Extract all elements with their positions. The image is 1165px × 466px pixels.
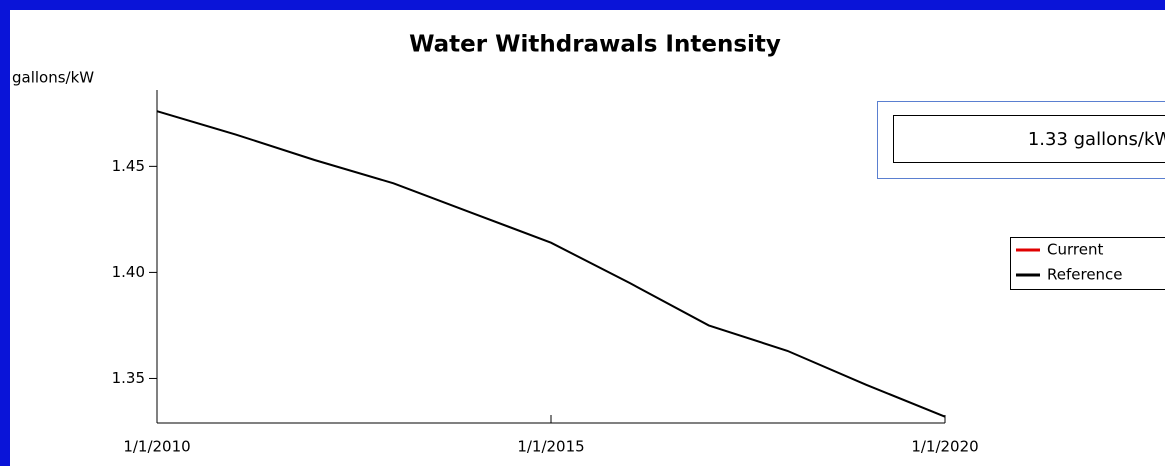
- x-tick-label: 1/1/2015: [517, 438, 584, 456]
- legend-box: [1010, 237, 1165, 290]
- y-axis-label: gallons/kW: [12, 69, 94, 87]
- legend-label: Reference: [1047, 266, 1123, 284]
- y-tick-label: 1.35: [112, 369, 145, 387]
- value-panel: [877, 101, 1165, 179]
- series-line: [156, 110, 946, 418]
- x-tick-label: 1/1/2020: [911, 438, 978, 456]
- panel: [10, 10, 1165, 466]
- x-tick-label: 1/1/2010: [123, 438, 190, 456]
- chart-title: Water Withdrawals Intensity: [409, 32, 781, 58]
- value-box: [893, 115, 1165, 163]
- legend-label: Current: [1047, 241, 1103, 259]
- current-value: 1.33 gallons/kW: [1028, 129, 1165, 150]
- y-tick-label: 1.40: [112, 263, 145, 281]
- y-tick-label: 1.45: [112, 157, 145, 175]
